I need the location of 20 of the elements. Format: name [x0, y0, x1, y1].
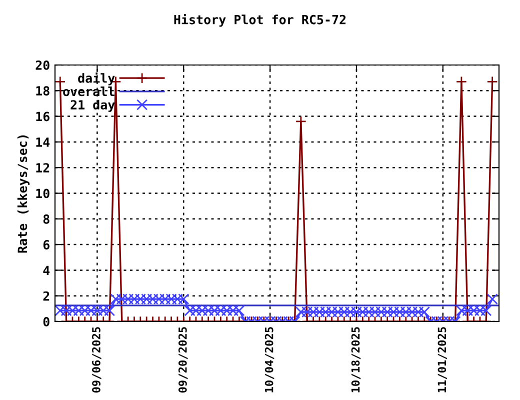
y-axis-title: Rate (kkeys/sec)	[17, 135, 30, 253]
y-tick-label: 12	[36, 163, 50, 172]
legend-label: overall	[63, 86, 114, 96]
y-tick-label: 14	[36, 138, 50, 147]
y-tick-label: 20	[36, 60, 50, 70]
y-tick-label: 4	[43, 266, 50, 275]
x-tick-label: 10/04/2025	[264, 327, 274, 392]
y-tick-label: 10	[36, 188, 50, 198]
y-tick-label: 6	[43, 240, 50, 250]
x-tick-label: 10/18/2025	[351, 327, 361, 392]
y-tick-label: 18	[36, 86, 50, 96]
chart-title: History Plot for RC5-72	[174, 14, 346, 27]
legend-label: daily	[78, 72, 115, 86]
y-tick-label: 2	[43, 291, 50, 301]
y-tick-label: 8	[43, 214, 50, 224]
y-tick-label: 16	[36, 112, 50, 122]
x-tick-label: 11/01/2025	[438, 327, 448, 392]
y-tick-label: 0	[43, 316, 50, 326]
x-tick-label: 09/06/2025	[92, 327, 102, 393]
x-tick-label: 09/20/2025	[178, 327, 188, 393]
